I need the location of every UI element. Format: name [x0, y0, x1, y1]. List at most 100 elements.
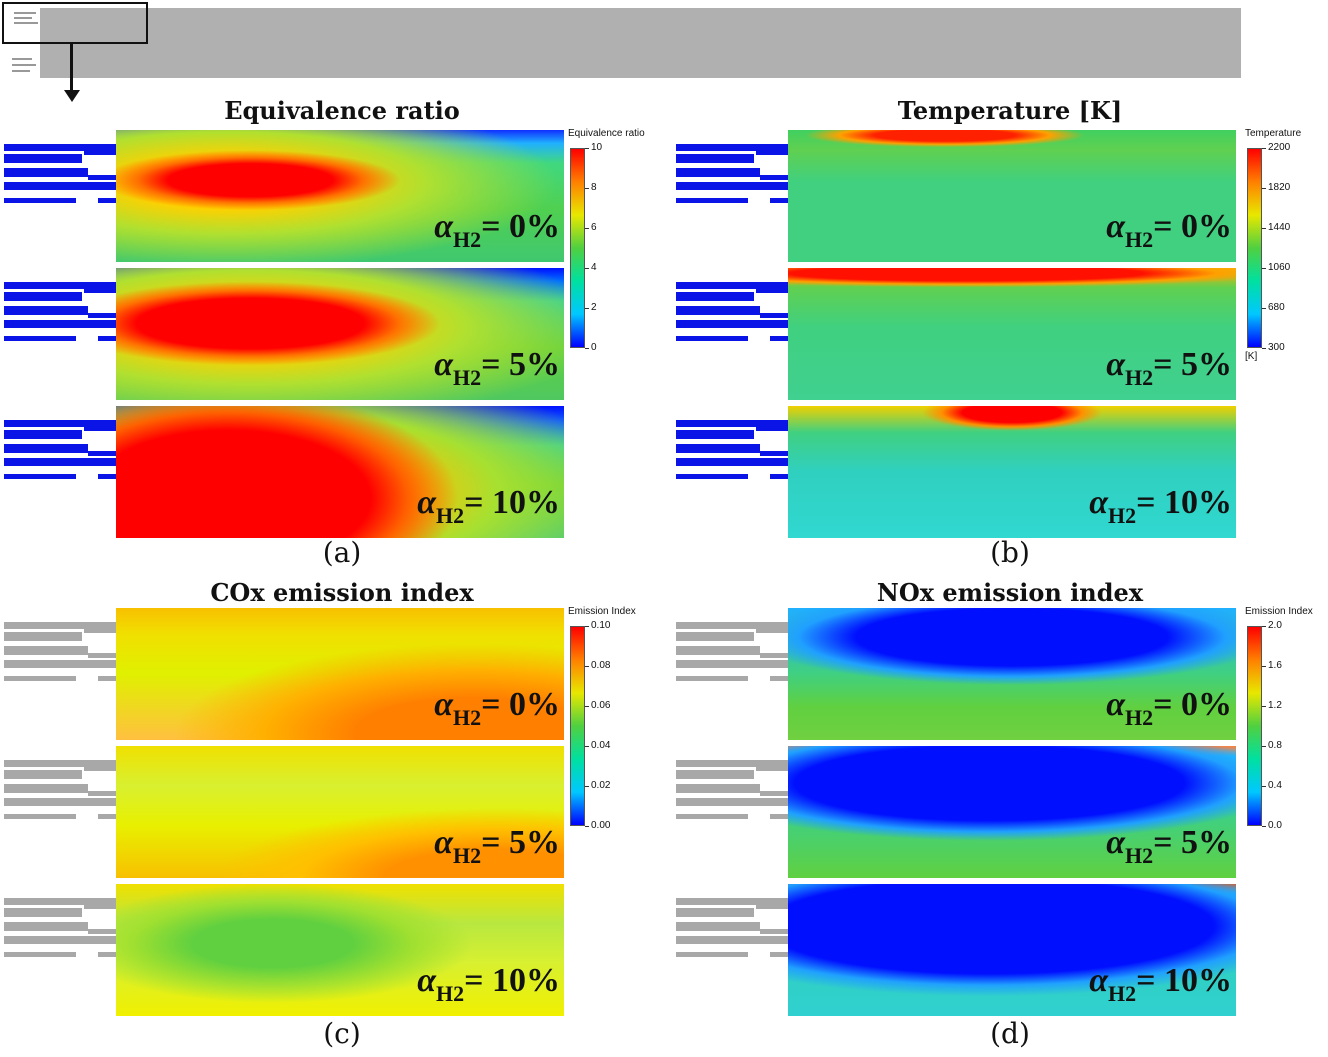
schematic-line — [12, 64, 36, 66]
injector-inlet — [4, 898, 116, 905]
case-value: = 0% — [1153, 686, 1232, 723]
h2-subscript: H2 — [1125, 705, 1154, 730]
injector-inlet — [676, 632, 754, 641]
case-label: αH2= 5% — [434, 826, 560, 867]
colorbar-tick-label: 0.04 — [591, 740, 611, 751]
colorbar-title-b: Temperature — [1245, 128, 1302, 139]
injector-inlet — [770, 952, 788, 957]
h2-subscript: H2 — [453, 705, 482, 730]
colorbar-tick-mark — [585, 826, 589, 827]
injector-inlet — [760, 929, 788, 934]
case-label: αH2= 10% — [1089, 964, 1232, 1005]
injector-inlet — [676, 282, 788, 289]
injector-inlet — [84, 628, 116, 633]
colorbar-tick-mark — [1262, 746, 1266, 747]
case-value: = 10% — [464, 962, 560, 999]
colorbar-tick-mark — [585, 348, 589, 349]
contour-field-b-3 — [788, 406, 1236, 538]
injector-inlet — [676, 320, 788, 328]
injector-inlet — [676, 660, 788, 668]
injector-inlet — [4, 770, 82, 779]
alpha-symbol: α — [1106, 346, 1125, 383]
injector-inlet — [4, 922, 88, 931]
contour-field-b-2 — [788, 268, 1236, 400]
alpha-symbol: α — [1089, 484, 1108, 521]
injector-inlet — [756, 766, 788, 771]
injector-inlet — [770, 474, 788, 479]
colorbar-tick-label: 300 — [1268, 342, 1285, 353]
injector-inlet — [760, 791, 788, 796]
colorbar-tick-mark — [1262, 348, 1266, 349]
h2-subscript: H2 — [453, 365, 482, 390]
panel-label-b: (b) — [990, 536, 1030, 569]
injector-inlet — [4, 646, 88, 655]
zoom-arrow-shaft — [70, 44, 73, 92]
injector-inlet — [4, 936, 116, 944]
alpha-symbol: α — [1106, 824, 1125, 861]
schematic-line — [12, 58, 32, 60]
injector-inlet — [770, 676, 788, 681]
injector-inlet — [676, 420, 788, 427]
injector-inlet — [760, 451, 788, 456]
injector-inlet — [770, 814, 788, 819]
panel-title-d: NOx emission index — [876, 578, 1144, 607]
colorbar-tick-mark — [585, 228, 589, 229]
injector-inlet — [4, 908, 82, 917]
colorbar-a — [570, 148, 585, 348]
injector-inlet — [676, 646, 760, 655]
contour-field-a-3 — [116, 406, 564, 538]
injector-inlet — [4, 420, 116, 427]
alpha-symbol: α — [1106, 208, 1125, 245]
inset-highlight-box — [2, 2, 148, 44]
colorbar-tick-mark — [1262, 188, 1266, 189]
injector-inlet — [88, 929, 116, 934]
colorbar-b — [1247, 148, 1262, 348]
injector-inlet — [676, 168, 760, 177]
colorbar-c — [570, 626, 585, 826]
colorbar-tick-mark — [585, 666, 589, 667]
colorbar-tick-mark — [1262, 666, 1266, 667]
injector-inlet — [756, 288, 788, 293]
injector-inlet — [676, 198, 748, 203]
injector-inlet — [4, 660, 116, 668]
colorbar-tick-label: 0.8 — [1268, 740, 1282, 751]
alpha-symbol: α — [434, 346, 453, 383]
h2-subscript: H2 — [1108, 503, 1137, 528]
h2-subscript: H2 — [453, 843, 482, 868]
case-value: = 0% — [481, 686, 560, 723]
colorbar-tick-label: 4 — [591, 262, 597, 273]
colorbar-tick-label: 1060 — [1268, 262, 1291, 273]
injector-inlet — [770, 336, 788, 341]
injector-inlet — [4, 632, 82, 641]
h2-subscript: H2 — [1125, 843, 1154, 868]
injector-inlet — [676, 336, 748, 341]
schematic-line — [12, 70, 30, 72]
contour-field-d-1 — [788, 608, 1236, 740]
injector-inlet — [676, 798, 788, 806]
h2-subscript: H2 — [1125, 365, 1154, 390]
colorbar-tick-label: 0 — [591, 342, 597, 353]
colorbar-tick-mark — [1262, 786, 1266, 787]
colorbar-tick-label: 0.08 — [591, 660, 611, 671]
colorbar-tick-mark — [585, 188, 589, 189]
colorbar-tick-label: 680 — [1268, 302, 1285, 313]
colorbar-tick-mark — [1262, 826, 1266, 827]
injector-inlet — [676, 784, 760, 793]
combustor-schematic — [40, 8, 1241, 78]
colorbar-tick-label: 0.0 — [1268, 820, 1282, 831]
injector-inlet — [98, 676, 116, 681]
injector-inlet — [4, 182, 116, 190]
case-value: = 5% — [1153, 824, 1232, 861]
injector-inlet — [4, 306, 88, 315]
case-value: = 5% — [1153, 346, 1232, 383]
injector-inlet — [4, 458, 116, 466]
injector-inlet — [4, 474, 76, 479]
injector-inlet — [676, 182, 788, 190]
colorbar-tick-mark — [585, 308, 589, 309]
injector-inlet — [4, 676, 76, 681]
h2-subscript: H2 — [1108, 981, 1137, 1006]
injector-inlet — [676, 306, 760, 315]
injector-inlet — [4, 168, 88, 177]
injector-inlet — [676, 444, 760, 453]
alpha-symbol: α — [1106, 686, 1125, 723]
